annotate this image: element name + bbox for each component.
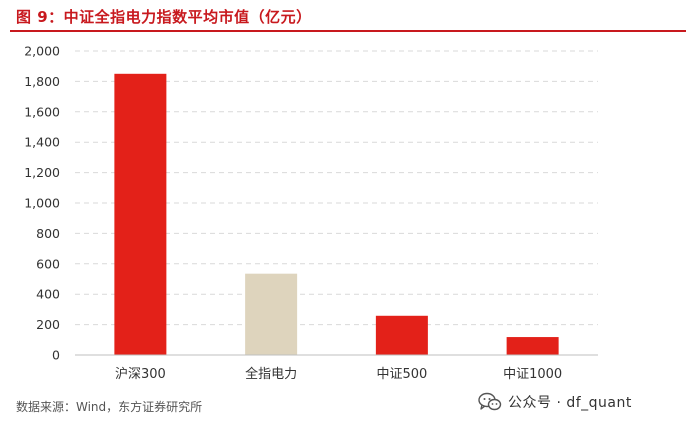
y-tick-label: 600 <box>36 256 60 271</box>
source-note: 数据来源：Wind，东方证券研究所 <box>16 400 203 414</box>
bar <box>245 273 298 355</box>
y-tick-label: 200 <box>36 317 60 332</box>
y-tick-label: 0 <box>52 348 60 363</box>
y-tick-label: 1,000 <box>24 196 60 211</box>
bar <box>114 73 167 356</box>
x-tick-label: 全指电力 <box>245 366 297 382</box>
grid-lines <box>75 50 598 326</box>
bars <box>114 73 559 356</box>
title-divider <box>10 30 686 32</box>
y-tick-label: 1,600 <box>24 104 60 119</box>
y-tick-label: 400 <box>36 287 60 302</box>
y-tick-label: 1,400 <box>24 135 60 150</box>
wechat-icon <box>478 392 502 411</box>
bar <box>506 337 559 355</box>
y-tick-label: 1,200 <box>24 165 60 180</box>
x-tick-label: 中证1000 <box>503 367 562 382</box>
watermark: 公众号 · df_quant <box>478 392 632 412</box>
y-tick-label: 800 <box>36 226 60 241</box>
chart-title: 图 9：中证全指电力指数平均市值（亿元） <box>16 8 312 26</box>
watermark-text: 公众号 · df_quant <box>508 395 632 411</box>
x-axis-ticks: 沪深300 全指电力 中证500 中证1000 <box>115 366 562 382</box>
y-tick-label: 2,000 <box>24 44 60 59</box>
bar <box>375 315 428 355</box>
y-tick-label: 1,800 <box>24 74 60 89</box>
x-tick-label: 沪深300 <box>115 366 166 382</box>
x-tick-label: 中证500 <box>376 367 427 382</box>
y-axis-ticks: 0 200 400 600 800 1,000 1,200 1,400 1,600 1,800 2,… <box>24 44 60 363</box>
